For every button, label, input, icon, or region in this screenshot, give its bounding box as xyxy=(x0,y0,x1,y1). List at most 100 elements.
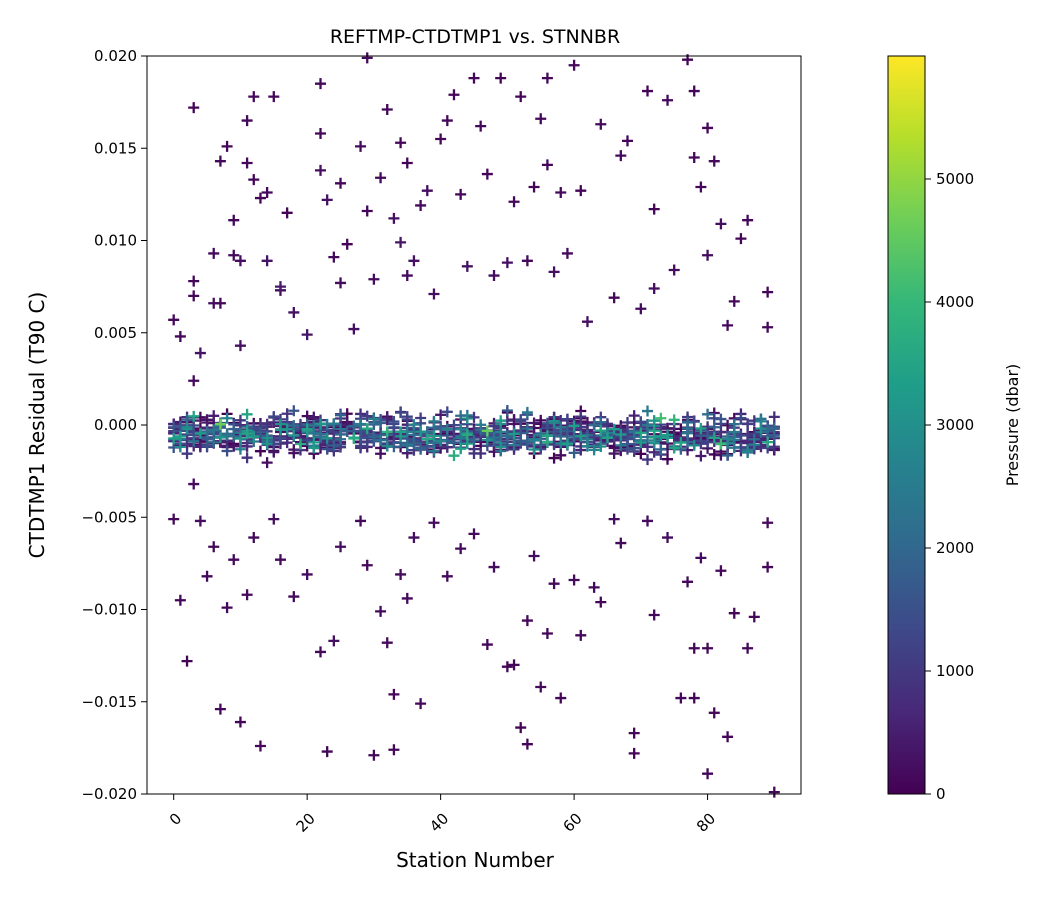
data-point xyxy=(615,439,627,451)
data-point xyxy=(415,426,427,438)
data-point xyxy=(648,415,660,427)
data-point xyxy=(548,452,560,464)
data-point xyxy=(682,576,694,588)
data-point xyxy=(668,414,680,426)
data-point xyxy=(321,432,333,444)
data-point xyxy=(388,212,400,224)
data-point xyxy=(261,457,273,469)
data-point xyxy=(608,448,620,460)
data-point xyxy=(722,731,734,743)
data-point xyxy=(728,426,740,438)
data-point xyxy=(288,306,300,318)
data-point xyxy=(715,413,727,425)
data-point xyxy=(221,445,233,457)
data-point xyxy=(401,270,413,282)
data-point xyxy=(428,415,440,427)
data-point xyxy=(548,415,560,427)
data-point xyxy=(655,443,667,455)
data-point xyxy=(428,430,440,442)
data-point xyxy=(735,412,747,424)
data-point xyxy=(668,264,680,276)
data-point xyxy=(401,157,413,169)
data-point xyxy=(635,416,647,428)
data-point xyxy=(555,187,567,199)
data-point xyxy=(541,159,553,171)
data-point xyxy=(635,448,647,460)
data-point xyxy=(395,568,407,580)
data-point xyxy=(208,424,220,436)
data-point xyxy=(535,113,547,125)
data-point xyxy=(188,420,200,432)
data-point xyxy=(268,411,280,423)
data-point xyxy=(535,681,547,693)
data-point xyxy=(388,744,400,756)
data-point xyxy=(662,532,674,544)
data-point xyxy=(642,405,654,417)
colorbar-axis: 0 1000 2000 3000 4000 5000 xyxy=(925,170,974,803)
data-point xyxy=(762,561,774,573)
data-point xyxy=(702,249,714,261)
data-point xyxy=(254,740,266,752)
data-point xyxy=(341,425,353,437)
data-point xyxy=(642,441,654,453)
data-point xyxy=(388,416,400,428)
data-point xyxy=(702,122,714,134)
y-tick-label: 0.000 xyxy=(94,416,137,434)
data-point xyxy=(301,568,313,580)
data-point xyxy=(168,432,180,444)
data-point xyxy=(441,406,453,418)
data-point xyxy=(208,541,220,553)
data-point xyxy=(368,273,380,285)
data-point xyxy=(361,559,373,571)
data-point xyxy=(415,443,427,455)
data-point xyxy=(401,439,413,451)
data-point xyxy=(662,94,674,106)
data-point xyxy=(521,406,533,418)
data-point xyxy=(408,419,420,431)
data-point xyxy=(621,135,633,147)
data-point xyxy=(615,150,627,162)
data-point xyxy=(722,449,734,461)
data-point xyxy=(728,607,740,619)
data-point xyxy=(561,438,573,450)
data-point xyxy=(515,722,527,734)
data-point xyxy=(321,194,333,206)
data-point xyxy=(288,405,300,417)
data-point xyxy=(501,405,513,417)
data-point xyxy=(695,552,707,564)
data-point xyxy=(768,411,780,423)
data-point xyxy=(455,423,467,435)
data-point xyxy=(181,423,193,435)
data-point xyxy=(621,438,633,450)
data-point xyxy=(561,247,573,259)
data-point xyxy=(174,594,186,606)
data-point xyxy=(335,277,347,289)
data-point xyxy=(368,413,380,425)
x-axis-label: Station Number xyxy=(396,848,555,872)
y-tick-label: 0.005 xyxy=(94,324,137,342)
data-point xyxy=(561,425,573,437)
data-point xyxy=(581,440,593,452)
data-point xyxy=(221,429,233,441)
data-point xyxy=(508,428,520,440)
data-point xyxy=(234,716,246,728)
data-point xyxy=(241,115,253,127)
data-point xyxy=(448,89,460,101)
data-point xyxy=(214,431,226,443)
data-point xyxy=(341,238,353,250)
data-point xyxy=(381,637,393,649)
data-point xyxy=(381,440,393,452)
data-point xyxy=(395,236,407,248)
data-point xyxy=(668,442,680,454)
data-point xyxy=(221,602,233,614)
data-point xyxy=(548,578,560,590)
data-point xyxy=(508,439,520,451)
colorbar-tick-label: 1000 xyxy=(936,662,974,680)
data-point xyxy=(588,444,600,456)
data-point xyxy=(708,707,720,719)
data-point xyxy=(188,290,200,302)
data-point xyxy=(328,440,340,452)
data-point xyxy=(228,214,240,226)
data-point xyxy=(435,435,447,447)
data-point xyxy=(194,347,206,359)
